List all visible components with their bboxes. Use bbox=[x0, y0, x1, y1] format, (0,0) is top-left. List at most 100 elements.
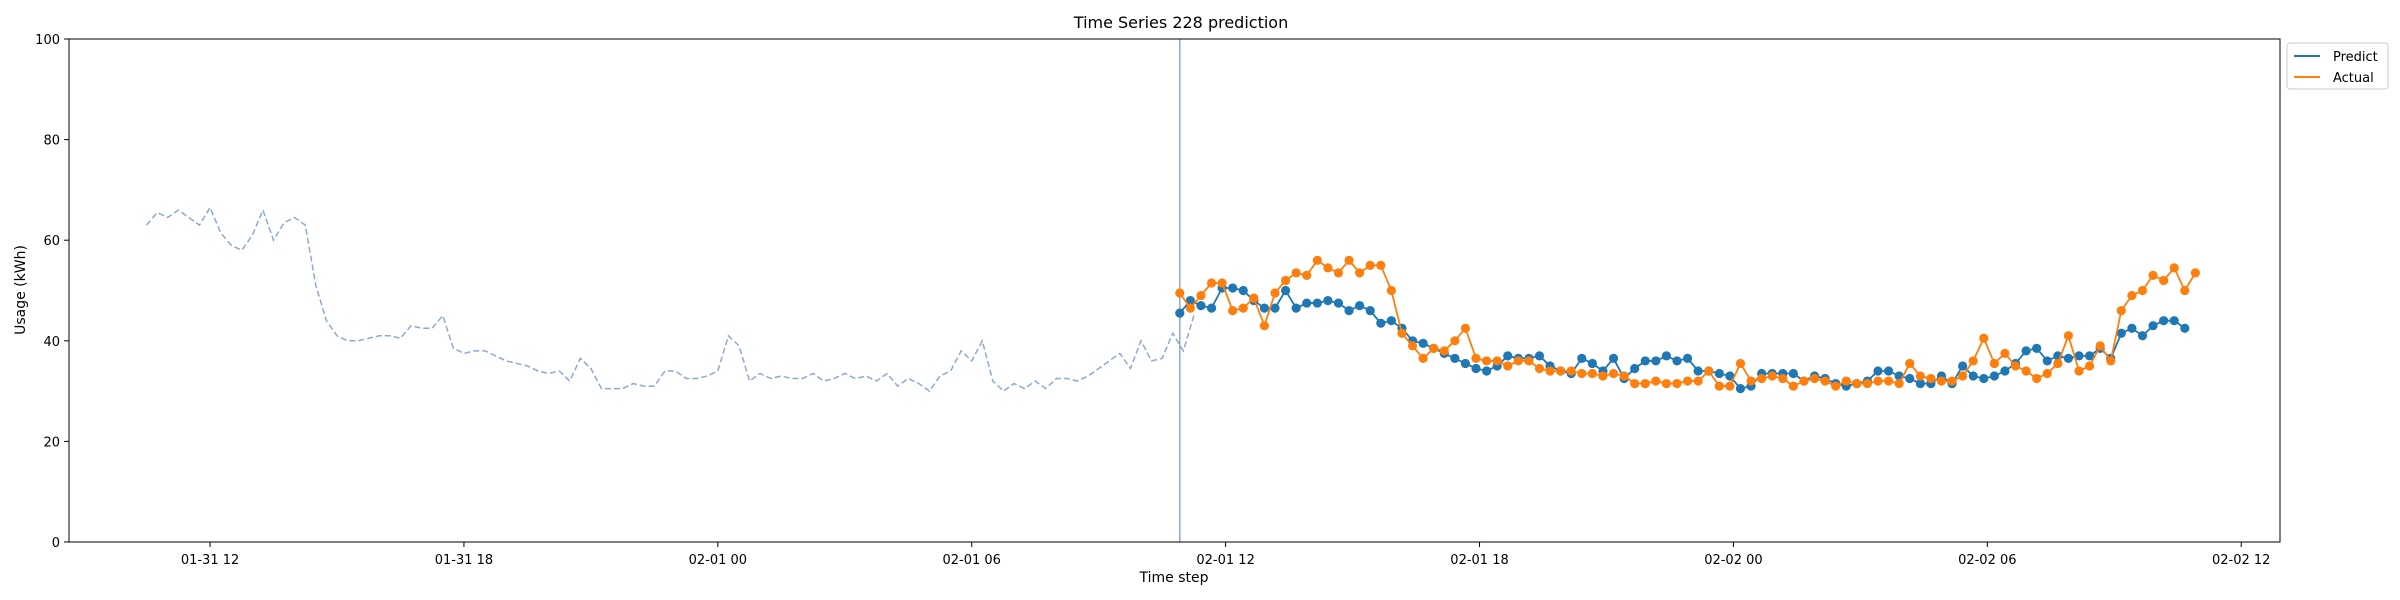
actual-point bbox=[1217, 278, 1227, 288]
y-tick-label: 20 bbox=[43, 435, 60, 450]
actual-point bbox=[2042, 368, 2052, 379]
actual-point bbox=[2010, 361, 2021, 371]
actual-point bbox=[1376, 260, 1386, 270]
actual-point bbox=[1958, 371, 1968, 381]
predict-point bbox=[2032, 343, 2042, 353]
predict-point bbox=[1175, 308, 1185, 318]
predict-point bbox=[2116, 328, 2126, 338]
actual-point bbox=[1291, 268, 1301, 278]
predict-point bbox=[1386, 316, 1396, 326]
actual-point bbox=[1883, 376, 1894, 386]
actual-point bbox=[1429, 343, 1439, 353]
actual-point bbox=[1947, 376, 1957, 386]
actual-point bbox=[1799, 376, 1809, 386]
predict-point bbox=[2042, 356, 2052, 366]
actual-point bbox=[1513, 356, 1523, 366]
actual-point bbox=[1905, 358, 1915, 369]
actual-point bbox=[2127, 290, 2137, 301]
actual-point bbox=[1238, 303, 1248, 313]
predict-point bbox=[1376, 318, 1386, 328]
actual-point bbox=[1661, 378, 1672, 389]
x-tick-label: 02-02 06 bbox=[1958, 553, 2016, 568]
actual-point bbox=[1862, 378, 1873, 389]
actual-point bbox=[1302, 270, 1312, 281]
predict-point bbox=[1196, 300, 1206, 311]
actual-line bbox=[1179, 258, 2197, 388]
actual-point bbox=[1682, 376, 1693, 386]
actual-point bbox=[1175, 288, 1185, 298]
predict-point bbox=[1788, 368, 1798, 379]
y-axis: 0 20 40 60 80 100 bbox=[35, 33, 69, 551]
predict-point bbox=[1302, 298, 1312, 308]
actual-point bbox=[1915, 371, 1925, 381]
actual-point bbox=[1598, 371, 1608, 381]
predict-point bbox=[1883, 366, 1894, 376]
predict-point bbox=[1323, 295, 1333, 306]
y-tick-label: 60 bbox=[43, 234, 60, 249]
predict-point bbox=[2137, 331, 2148, 341]
actual-point bbox=[1587, 368, 1597, 379]
actual-point bbox=[2148, 270, 2158, 281]
predict-point bbox=[1979, 373, 1989, 384]
plot-area bbox=[146, 39, 2200, 542]
actual-point bbox=[1809, 373, 1820, 384]
predict-point bbox=[1228, 283, 1238, 293]
predict-point bbox=[1651, 356, 1661, 366]
actual-point bbox=[1196, 290, 1206, 301]
x-tick-label: 02-01 06 bbox=[943, 553, 1001, 568]
predict-point bbox=[2180, 323, 2190, 333]
predict-point bbox=[1873, 366, 1883, 376]
legend-label-actual: Actual bbox=[2333, 71, 2374, 86]
predict-point bbox=[1735, 383, 1746, 394]
actual-point bbox=[1788, 381, 1798, 391]
actual-point bbox=[1577, 368, 1587, 379]
predict-point bbox=[1714, 368, 1724, 379]
actual-point bbox=[1746, 376, 1756, 386]
predict-point bbox=[1270, 303, 1280, 313]
actual-point bbox=[1397, 328, 1407, 338]
actual-point bbox=[1206, 278, 1217, 288]
actual-point bbox=[1979, 333, 1989, 343]
actual-point bbox=[1471, 353, 1481, 363]
actual-point bbox=[1333, 268, 1344, 278]
actual-point bbox=[1185, 303, 1195, 313]
actual-point bbox=[1936, 376, 1947, 386]
actual-point bbox=[1545, 366, 1555, 376]
predict-point bbox=[1259, 303, 1270, 313]
actual-point bbox=[1344, 255, 1354, 265]
y-tick-label: 40 bbox=[43, 335, 60, 350]
predict-point bbox=[1968, 371, 1978, 381]
actual-point bbox=[2159, 275, 2169, 286]
actual-point bbox=[1831, 381, 1841, 391]
x-tick-label: 02-01 12 bbox=[1196, 553, 1254, 568]
actual-point bbox=[1355, 268, 1365, 278]
actual-point bbox=[1926, 373, 1936, 384]
actual-point bbox=[1968, 356, 1978, 366]
actual-point bbox=[1492, 356, 1502, 366]
actual-point bbox=[2169, 263, 2179, 273]
actual-point bbox=[1767, 371, 1777, 381]
actual-point bbox=[1873, 376, 1883, 386]
predict-point bbox=[1344, 306, 1354, 316]
x-tick-label: 02-01 18 bbox=[1450, 553, 1508, 568]
actual-point bbox=[2074, 366, 2084, 376]
actual-point bbox=[1852, 378, 1862, 389]
legend: Predict Actual bbox=[2286, 42, 2389, 90]
actual-point bbox=[1566, 366, 1576, 376]
predict-point bbox=[1661, 351, 1672, 361]
actual-point bbox=[1630, 378, 1640, 389]
actual-point bbox=[1619, 371, 1629, 381]
predict-point bbox=[1608, 353, 1619, 363]
actual-point bbox=[1481, 356, 1492, 366]
y-tick-label: 80 bbox=[43, 134, 60, 149]
actual-point bbox=[1841, 376, 1851, 386]
actual-point bbox=[1989, 358, 1999, 369]
actual-point bbox=[1651, 376, 1661, 386]
y-tick-label: 0 bbox=[52, 536, 60, 551]
x-tick-label: 02-01 00 bbox=[689, 553, 747, 568]
predict-point bbox=[1460, 358, 1471, 369]
actual-point bbox=[1672, 378, 1682, 389]
actual-point bbox=[2095, 341, 2105, 351]
actual-point bbox=[1439, 346, 1449, 356]
